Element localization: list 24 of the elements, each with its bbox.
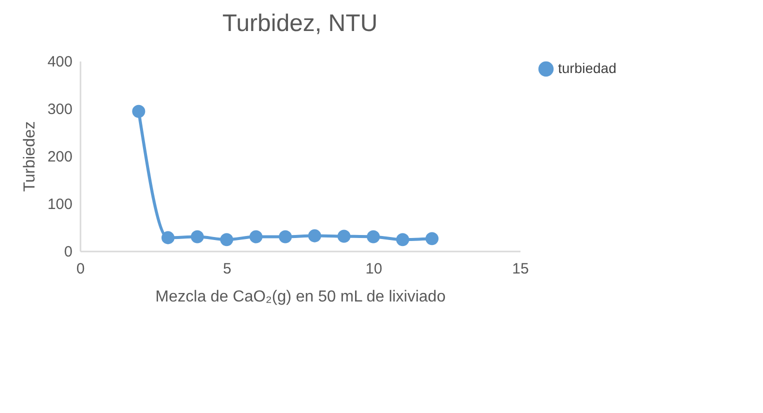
x-tick-label: 15	[512, 260, 529, 278]
x-tick-label: 10	[365, 260, 382, 278]
point	[337, 230, 351, 243]
point	[220, 233, 234, 246]
legend-label: turbiedad	[558, 60, 616, 76]
x-tick-label: 0	[76, 260, 85, 278]
y-tick-label: 200	[47, 148, 72, 166]
chart-title: Turbidez, NTU	[222, 10, 378, 37]
point	[249, 230, 263, 244]
y-axis-title: Turbiedez	[21, 121, 38, 192]
point	[366, 230, 380, 244]
point	[396, 233, 410, 246]
x-tick-label: 5	[222, 260, 232, 278]
point	[308, 229, 322, 242]
point	[425, 232, 439, 246]
point	[278, 230, 292, 244]
y-tick-label: 100	[47, 196, 72, 213]
point	[190, 230, 204, 244]
point	[132, 104, 146, 118]
y-tick-label: 400	[47, 54, 72, 70]
x-axis-title: Mezcla de CaO₂(g) en 50 mL de lixiviado	[155, 288, 446, 306]
y-tick-label: 300	[47, 101, 72, 118]
y-tick-label: 0	[64, 244, 72, 260]
point	[161, 231, 175, 244]
